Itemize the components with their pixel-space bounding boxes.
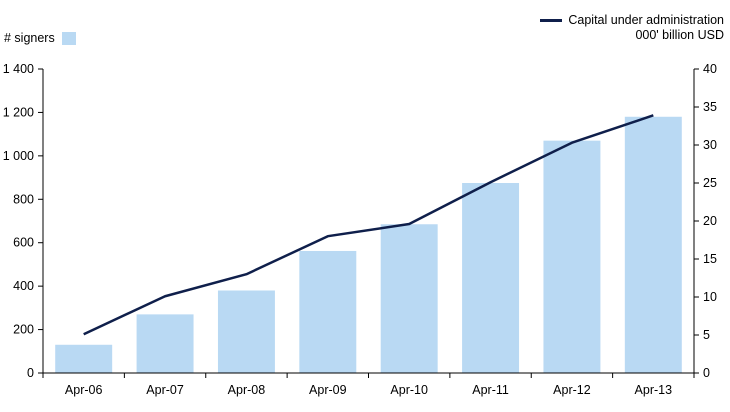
legend-line: Capital under administration 000' billio… <box>540 13 724 43</box>
left-tick-label: 200 <box>13 323 34 337</box>
right-tick-label: 40 <box>703 62 717 76</box>
legend-line-label: Capital under administration <box>568 13 724 27</box>
left-tick-label: 0 <box>27 366 34 380</box>
capital-line <box>83 114 654 336</box>
right-tick-label: 10 <box>703 290 717 304</box>
x-tick-label: Apr-10 <box>390 383 428 397</box>
x-tick-label: Apr-07 <box>146 383 184 397</box>
bar-series <box>55 116 682 374</box>
line-series <box>83 114 654 336</box>
right-tick-label: 30 <box>703 138 717 152</box>
x-tick-label: Apr-08 <box>228 383 266 397</box>
left-tick-label: 800 <box>13 192 34 206</box>
right-tick-label: 15 <box>703 252 717 266</box>
bar-Apr-08 <box>217 290 275 373</box>
x-tick-label: Apr-12 <box>553 383 591 397</box>
left-axis-ticks: 0 200 400 600 800 1 000 1 200 1 400 <box>3 62 43 380</box>
bar-Apr-10 <box>380 224 438 373</box>
left-tick-label: 1 200 <box>3 105 34 119</box>
right-tick-label: 25 <box>703 176 717 190</box>
right-tick-label: 20 <box>703 214 717 228</box>
x-tick-label: Apr-13 <box>635 383 673 397</box>
right-axis-ticks: 0 5 10 15 20 25 30 35 40 <box>694 62 717 380</box>
bar-Apr-06 <box>55 344 113 373</box>
legend-line-unit: 000' billion USD <box>635 28 724 42</box>
right-tick-label: 5 <box>703 328 710 342</box>
x-tick-label: Apr-11 <box>472 383 509 397</box>
x-tick-label: Apr-09 <box>309 383 347 397</box>
bar-Apr-12 <box>543 140 601 373</box>
left-tick-label: 1 400 <box>3 62 34 76</box>
x-tick-label: Apr-06 <box>65 383 103 397</box>
bar-Apr-11 <box>462 183 520 373</box>
bar-Apr-09 <box>299 250 357 373</box>
right-tick-label: 35 <box>703 100 717 114</box>
bar-Apr-07 <box>136 314 194 373</box>
legend-bars-swatch <box>61 32 76 45</box>
x-axis-ticks: Apr-06 Apr-07 Apr-08 Apr-09 Apr-10 Apr-11 Apr-… <box>42 373 695 397</box>
bar-Apr-13 <box>624 116 682 374</box>
legend-bars: # signers <box>4 31 76 46</box>
left-tick-label: 1 000 <box>3 149 34 163</box>
legend-bars-label: # signers <box>4 31 55 45</box>
legend-line-swatch <box>540 19 563 22</box>
right-tick-label: 0 <box>703 366 710 380</box>
left-tick-label: 600 <box>13 236 34 250</box>
left-tick-label: 400 <box>13 279 34 293</box>
